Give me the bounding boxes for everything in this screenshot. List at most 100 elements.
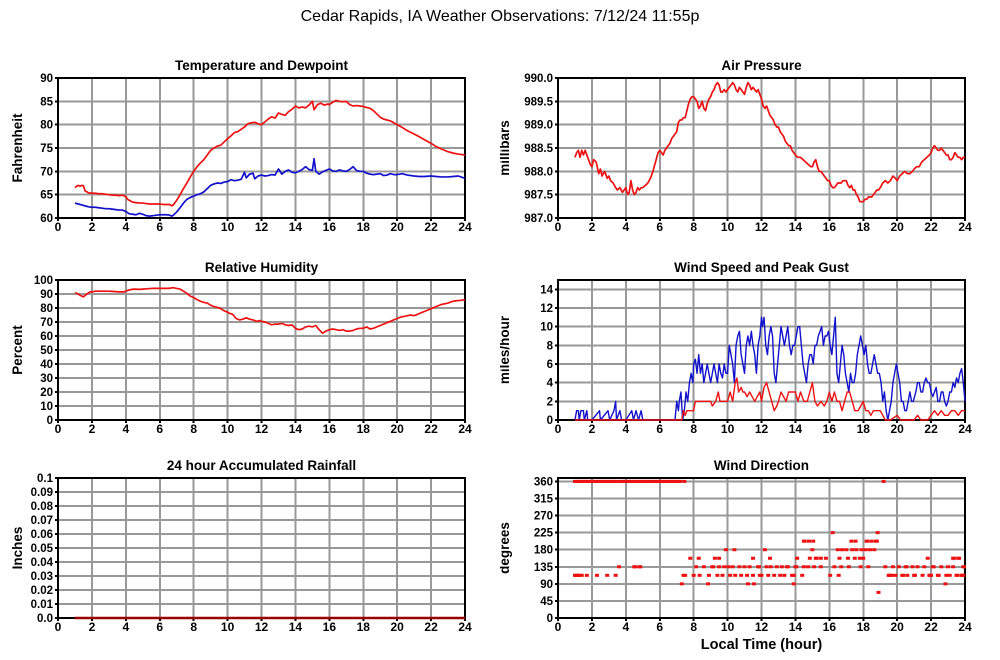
wind-direction-point [875, 531, 880, 535]
y-tick-label: 989.0 [524, 120, 553, 132]
chart-title: Temperature and Dewpoint [175, 58, 349, 73]
y-tick-label: 0.0 [37, 613, 53, 625]
y-tick-label: 0.04 [31, 557, 54, 569]
x-tick-label: 12 [755, 220, 769, 234]
x-tick-label: 12 [255, 220, 269, 234]
wind-direction-point [800, 573, 805, 577]
wind-direction-point [697, 573, 702, 577]
y-tick-label: 6 [547, 359, 553, 371]
wind-direction-point [869, 539, 874, 543]
wind-direction-point [722, 565, 727, 569]
y-tick-label: 0.08 [31, 501, 54, 513]
wind-direction-point [682, 479, 687, 483]
x-tick-label: 12 [255, 422, 269, 436]
wind-direction-point [764, 565, 769, 569]
wind-direction-point [812, 565, 817, 569]
y-tick-label: 20 [40, 387, 53, 399]
y-tick-label: 50 [40, 345, 53, 357]
y-tick-label: 90 [540, 579, 553, 591]
x-tick-label: 16 [323, 422, 337, 436]
x-tick-label: 2 [589, 220, 596, 234]
chart-relative-humidity: Relative Humidity Percent 0 2 4 6 8 10 12 14 16 1… [10, 260, 472, 436]
wind-direction-point [613, 479, 618, 483]
wind-direction-point [579, 573, 584, 577]
x-tick-label: 22 [924, 620, 938, 634]
wind-direction-point [794, 565, 799, 569]
plot-area: 0 2 4 6 8 10 12 14 16 18 20 22 240459013518022527031… [534, 476, 972, 634]
wind-direction-point [806, 539, 811, 543]
chart-title: Wind Direction [714, 458, 809, 473]
x-tick-label: 20 [890, 422, 904, 436]
x-tick-label: 2 [589, 620, 596, 634]
x-tick-label: 8 [190, 620, 197, 634]
y-tick-label: 85 [40, 96, 53, 108]
y-tick-label: 4 [547, 378, 554, 390]
wind-direction-point [617, 565, 622, 569]
wind-direction-point [845, 556, 850, 560]
wind-direction-point [832, 565, 837, 569]
wind-direction-point [742, 565, 747, 569]
wind-direction-point [901, 573, 906, 577]
y-tick-label: 990.0 [524, 73, 553, 85]
x-tick-label: 10 [721, 422, 735, 436]
wind-direction-point [751, 556, 756, 560]
wind-direction-point [866, 565, 871, 569]
wind-direction-point [774, 565, 779, 569]
wind-direction-point [696, 556, 701, 560]
y-tick-label: 40 [40, 359, 53, 371]
plot-area: 0 2 4 6 8 10 12 14 16 18 20 22 240.00.010.020.030.04… [31, 473, 472, 634]
y-tick-label: 135 [534, 562, 554, 574]
wind-direction-point [883, 565, 888, 569]
x-tick-label: 10 [221, 620, 235, 634]
wind-direction-point [715, 573, 720, 577]
x-tick-label: 16 [323, 220, 337, 234]
wind-direction-point [929, 573, 934, 577]
x-tick-label: 0 [555, 620, 562, 634]
x-tick-label: 18 [357, 422, 371, 436]
wind-direction-point [858, 565, 863, 569]
wind-direction-point [922, 565, 927, 569]
wind-direction-point [747, 565, 752, 569]
wind-direction-point [795, 556, 800, 560]
x-tick-label: 20 [890, 220, 904, 234]
wind-direction-point [766, 573, 771, 577]
x-tick-label: 18 [857, 422, 871, 436]
wind-direction-point [701, 565, 706, 569]
x-tick-label: 4 [122, 620, 129, 634]
x-tick-label: 24 [958, 220, 972, 234]
wind-direction-point [679, 582, 684, 586]
wind-direction-point [852, 556, 857, 560]
x-tick-label: 8 [190, 220, 197, 234]
y-tick-label: 90 [40, 289, 53, 301]
y-tick-label: 0.07 [31, 515, 53, 527]
wind-direction-point [861, 556, 866, 560]
wind-direction-point [638, 565, 643, 569]
x-tick-label: 12 [755, 620, 769, 634]
chart-title: 24 hour Accumulated Rainfall [167, 458, 356, 473]
x-tick-label: 20 [390, 220, 404, 234]
wind-direction-point [717, 565, 722, 569]
wind-direction-point [810, 548, 815, 552]
wind-direction-point [733, 573, 738, 577]
wind-direction-point [633, 565, 638, 569]
x-tick-label: 20 [390, 422, 404, 436]
x-tick-label: 2 [89, 220, 96, 234]
wind-direction-point [723, 548, 728, 552]
wind-direction-point [613, 573, 618, 577]
x-tick-label: 14 [289, 220, 303, 234]
wind-direction-point [915, 565, 920, 569]
x-tick-label: 14 [789, 220, 803, 234]
x-tick-label: 12 [755, 422, 769, 436]
wind-direction-point [694, 565, 699, 569]
x-tick-label: 18 [357, 620, 371, 634]
wind-direction-point [881, 479, 886, 483]
wind-direction-point [946, 565, 951, 569]
y-tick-label: 60 [40, 331, 53, 343]
wind-direction-point [728, 573, 733, 577]
y-tick-label: 0 [547, 415, 553, 427]
wind-direction-point [759, 573, 764, 577]
chart-title: Relative Humidity [205, 260, 319, 275]
wind-direction-point [844, 548, 849, 552]
